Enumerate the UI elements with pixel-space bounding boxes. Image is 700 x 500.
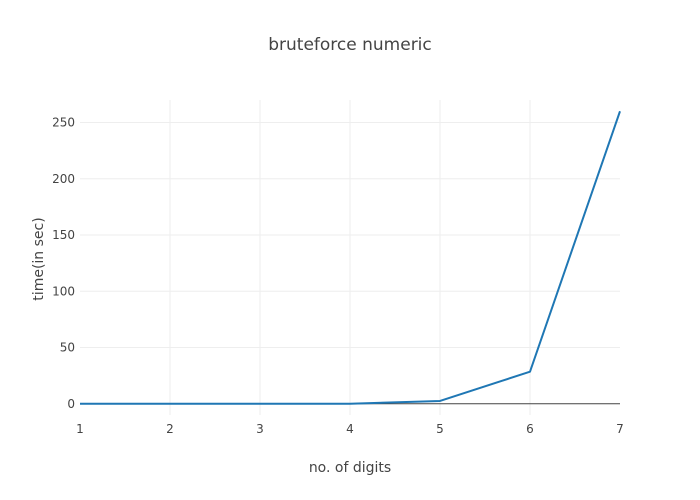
x-tick-labels: 1 2 3 4 5 6 7 — [76, 422, 624, 436]
x-tick-label: 7 — [616, 422, 624, 436]
x-axis-title: no. of digits — [309, 460, 391, 476]
y-tick-label: 200 — [52, 172, 75, 186]
y-tick-label: 250 — [52, 116, 75, 130]
y-tick-labels: 0 50 100 150 200 250 — [52, 116, 75, 411]
x-tick-label: 3 — [256, 422, 264, 436]
x-tick-label: 5 — [436, 422, 444, 436]
grid-layer — [80, 100, 620, 415]
y-axis-title: time(in sec) — [31, 217, 47, 300]
x-tick-label: 6 — [526, 422, 534, 436]
x-tick-label: 2 — [166, 422, 174, 436]
chart-title: bruteforce numeric — [268, 35, 432, 55]
y-tick-label: 150 — [52, 228, 75, 242]
x-tick-label: 1 — [76, 422, 84, 436]
y-tick-label: 50 — [60, 341, 75, 355]
x-tick-label: 4 — [346, 422, 354, 436]
series-line — [80, 110, 621, 405]
y-tick-label: 100 — [52, 284, 75, 298]
y-tick-label: 0 — [67, 397, 75, 411]
series-layer — [80, 110, 621, 405]
